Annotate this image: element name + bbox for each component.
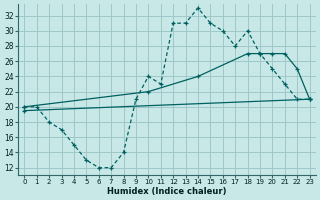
- X-axis label: Humidex (Indice chaleur): Humidex (Indice chaleur): [107, 187, 227, 196]
